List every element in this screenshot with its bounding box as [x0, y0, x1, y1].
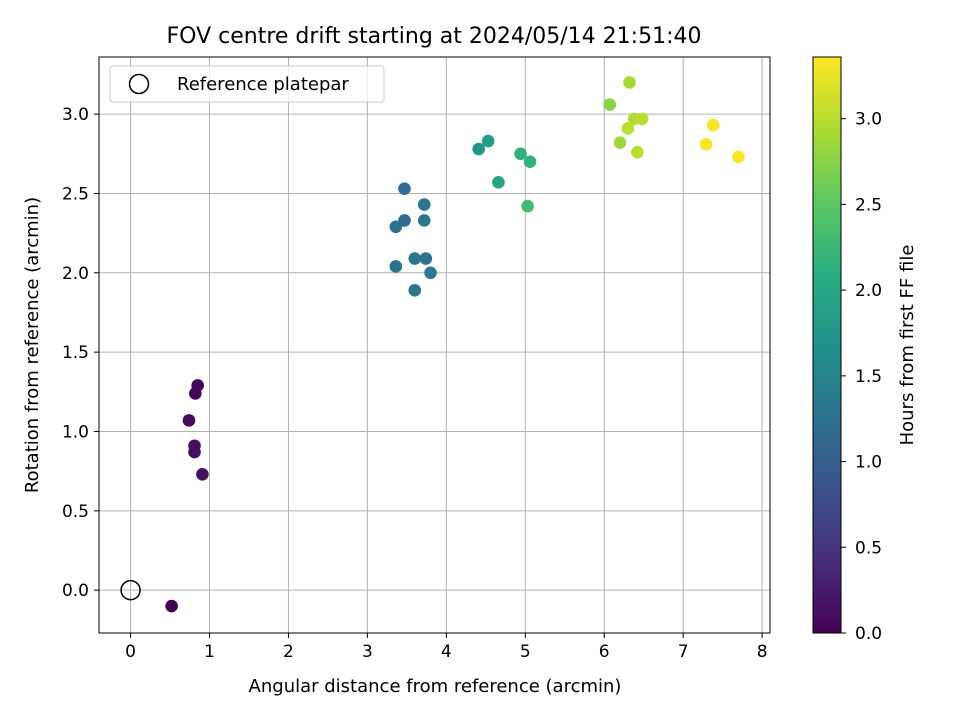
y-tick-label: 0.0: [62, 581, 89, 601]
y-tick-label: 2.5: [62, 184, 89, 204]
data-point: [389, 260, 403, 273]
data-point: [523, 155, 537, 169]
colorbar-tick-label: 0.5: [855, 538, 882, 558]
colorbar-tick-label: 3.0: [855, 110, 882, 130]
data-point: [419, 252, 433, 265]
x-tick-label: 5: [520, 642, 531, 662]
data-point: [182, 414, 196, 427]
x-tick-label: 1: [204, 642, 215, 662]
x-axis-ticks: 0 1 2 3 4 5 6 7 8: [125, 633, 768, 662]
data-point: [603, 98, 617, 111]
data-point: [521, 199, 534, 213]
x-axis-label: Angular distance from reference (arcmin): [249, 676, 622, 697]
data-point: [424, 266, 437, 280]
legend: Reference platepar: [109, 65, 385, 103]
data-point: [196, 468, 209, 481]
data-point: [417, 198, 431, 211]
colorbar-tick-label: 1.0: [855, 453, 882, 473]
y-tick-label: 0.5: [62, 502, 89, 522]
x-tick-label: 4: [441, 642, 452, 662]
x-tick-label: 2: [283, 642, 294, 662]
colorbar-label: Hours from first FF file: [897, 245, 918, 446]
data-point: [699, 137, 713, 151]
x-tick-label: 6: [599, 642, 610, 662]
colorbar: 0.0 0.5 1.0 1.5 2.0 2.5 3.0 Hours from first F…: [812, 56, 918, 644]
plot-frame: [98, 56, 771, 634]
data-point: [408, 252, 422, 265]
data-point: [623, 76, 636, 89]
data-point: [398, 214, 411, 227]
y-tick-label: 1.5: [62, 343, 89, 363]
plot-area: 0 1 2 3 4 5 6 7 8 0.0 0.5 1.0 1.5 2.0 2.5 3.0: [62, 56, 771, 662]
data-point: [635, 112, 649, 126]
colorbar-gradient: [813, 57, 841, 633]
legend-reference-marker: [128, 73, 150, 95]
x-tick-label: 0: [125, 642, 136, 662]
chart-title: FOV centre drift starting at 2024/05/14 …: [167, 24, 702, 49]
data-point: [621, 122, 635, 135]
data-point: [732, 150, 745, 164]
y-axis-label: Rotation from reference (arcmin): [22, 197, 43, 493]
colorbar-tick-label: 1.5: [855, 367, 882, 387]
reference-platepar-marker: [120, 579, 141, 601]
legend-entry-reference-platepar: Reference platepar: [177, 74, 349, 95]
data-point: [472, 142, 486, 156]
x-tick-label: 3: [362, 642, 373, 662]
legend-box: [109, 65, 385, 103]
y-axis-ticks: 0.0 0.5 1.0 1.5 2.0 2.5 3.0: [62, 105, 99, 601]
data-point: [631, 145, 644, 159]
colorbar-ticks: 0.0 0.5 1.0 1.5 2.0 2.5 3.0: [841, 110, 882, 644]
colorbar-tick-label: 2.5: [855, 195, 882, 215]
colorbar-frame: [812, 56, 842, 634]
data-point: [492, 176, 505, 189]
data-point: [613, 136, 627, 149]
x-tick-label: 8: [757, 642, 768, 662]
y-tick-label: 1.0: [62, 422, 89, 442]
data-point: [398, 182, 411, 196]
colorbar-tick-label: 0.0: [855, 624, 882, 644]
colorbar-tick-label: 2.0: [855, 281, 882, 301]
y-tick-label: 3.0: [62, 105, 89, 125]
grid-lines: [99, 57, 770, 633]
data-point: [706, 118, 720, 132]
y-tick-label: 2.0: [62, 264, 89, 284]
data-point: [417, 214, 431, 227]
data-point: [188, 445, 201, 459]
data-points: [120, 76, 745, 613]
x-tick-label: 7: [678, 642, 689, 662]
data-point: [408, 283, 422, 297]
data-point: [481, 134, 495, 148]
data-point: [514, 147, 527, 161]
data-point: [165, 599, 178, 613]
data-point: [189, 387, 202, 400]
data-point: [389, 220, 403, 234]
